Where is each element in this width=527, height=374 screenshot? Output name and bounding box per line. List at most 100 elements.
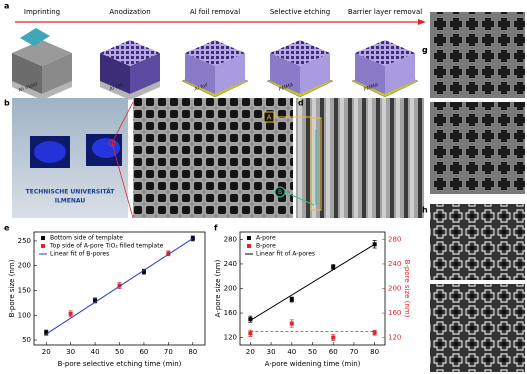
y-tick-label: 120 (224, 334, 237, 342)
base (12, 81, 72, 100)
y-tick-label: 160 (224, 309, 237, 317)
x-tick-label: 80 (188, 348, 197, 356)
panel-label: h (422, 206, 428, 215)
block-label: PMMA (363, 82, 380, 93)
legend-label: Linear fit of A-pores (256, 251, 315, 258)
process-step: Anodization (109, 8, 150, 16)
block-label: Al foil (108, 82, 125, 93)
block-top (185, 40, 245, 66)
x-tick-label: 70 (349, 348, 358, 356)
data-point (248, 317, 253, 322)
y-tick-label: 240 (224, 260, 237, 268)
y-tick-label: 200 (224, 285, 237, 293)
block-left (355, 53, 385, 94)
x-tick-label: 30 (66, 348, 75, 356)
data-point (141, 269, 146, 274)
panel-label: c (135, 99, 140, 108)
y-tick-label: 280 (224, 235, 237, 243)
x-tick-label: 30 (267, 348, 276, 356)
block-left (100, 53, 130, 94)
y2-tick-label: 280 (388, 235, 401, 243)
data-point (289, 297, 294, 302)
block-left (270, 53, 300, 94)
x-tick-label: 80 (370, 348, 379, 356)
legend-label: Top side of A-pore TiO₂ filled template (49, 243, 164, 250)
data-point (331, 335, 336, 340)
block-top (355, 40, 415, 66)
x-tick-label: 20 (42, 348, 51, 356)
block-right (300, 53, 330, 94)
x-axis-label: A-pore widening time (min) (265, 360, 361, 368)
sample-spot (92, 138, 120, 158)
y-axis-label: A-pore size (nm) (214, 259, 222, 317)
zoom-circle (108, 139, 116, 147)
panel-label: a (4, 2, 9, 11)
x-tick-label: 70 (164, 348, 173, 356)
legend-swatch (247, 236, 251, 240)
x-axis-label: B-pore selective etching time (min) (58, 360, 182, 368)
process-step: Imprinting (24, 8, 60, 16)
y-tick-label: 150 (18, 286, 31, 294)
x-tick-label: 50 (308, 348, 317, 356)
data-point (331, 265, 336, 270)
process-step: Al foil removal (190, 8, 240, 16)
block-right (385, 53, 415, 94)
process-step: Selective etching (270, 8, 330, 16)
panel-label: f (214, 224, 218, 233)
data-point (248, 331, 253, 336)
legend-swatch (41, 236, 45, 240)
photo-text: TECHNISCHE UNIVERSITÄT (26, 189, 116, 196)
data-point (44, 330, 49, 335)
fit-line (45, 238, 194, 335)
y-tick-label: 200 (18, 262, 31, 270)
x-tick-label: 40 (91, 348, 100, 356)
x-tick-label: 50 (115, 348, 124, 356)
base (100, 81, 160, 100)
x-tick-label: 40 (287, 348, 296, 356)
legend-label: B-pore (256, 243, 276, 250)
process-step: Barrier layer removal (348, 8, 422, 16)
data-point (93, 298, 98, 303)
y-tick-label: 250 (18, 237, 31, 245)
legend-swatch (41, 244, 45, 248)
connector (284, 130, 317, 206)
x-tick-label: 20 (246, 348, 255, 356)
sem-g2 (430, 102, 525, 194)
block-label: Al foil (193, 82, 210, 93)
panel-label: g (422, 46, 428, 55)
x-tick-label: 60 (139, 348, 148, 356)
pore-outline (310, 117, 322, 211)
block-right (215, 53, 245, 94)
block-top (12, 40, 72, 66)
block-right (42, 53, 72, 94)
arrow-head (418, 19, 426, 25)
sem-d (296, 98, 424, 218)
legend-label: Linear fit of B-pores (50, 251, 109, 258)
marker-a: A (267, 114, 272, 122)
block-left (185, 53, 215, 94)
sem-h2 (430, 284, 525, 372)
block-label: PMMA (278, 82, 295, 93)
panel-label: d (298, 99, 304, 108)
legend-label: A-pore (256, 235, 276, 242)
sem-h1 (430, 204, 525, 280)
zoom-line (111, 101, 134, 144)
block-left (12, 53, 42, 94)
panel-label: e (4, 224, 10, 233)
process-blocks (12, 28, 419, 100)
data-point (166, 251, 171, 256)
y-tick-label: 100 (18, 311, 31, 319)
y2-axis-label: B-pore size (nm) (403, 260, 411, 318)
block-top (100, 40, 160, 66)
y2-tick-label: 240 (388, 260, 401, 268)
y2-tick-label: 120 (388, 334, 401, 342)
legend-swatch (247, 244, 251, 248)
marker-b: B (278, 189, 282, 196)
block-top (270, 40, 330, 66)
data-point (289, 321, 294, 326)
ni-mold (20, 28, 50, 46)
zoom-line (111, 142, 134, 219)
data-point (117, 283, 122, 288)
sample-spot (34, 141, 66, 163)
